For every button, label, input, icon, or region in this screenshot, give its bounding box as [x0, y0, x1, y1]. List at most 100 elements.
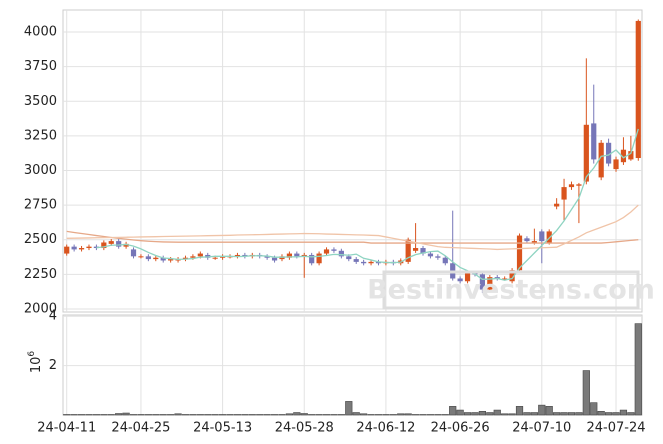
x-tick-label: 24-06-12 [356, 421, 415, 436]
volume-bar [604, 412, 613, 416]
candle-body [116, 241, 122, 247]
candle-body [271, 257, 278, 261]
candle-body [509, 270, 515, 282]
candle-body [620, 149, 627, 163]
volume-bar [575, 412, 583, 416]
volume-tick-label: 4 [49, 309, 57, 324]
candle-body [338, 250, 344, 257]
volume-bar [122, 412, 130, 416]
x-tick-label: 24-07-10 [512, 421, 571, 436]
moving-average-line [66, 204, 639, 251]
candle-body [160, 257, 166, 261]
candle-body [212, 257, 218, 259]
candle-body [583, 124, 589, 182]
candle-body [516, 235, 523, 271]
volume-bar [174, 413, 182, 416]
candle-body [145, 256, 151, 260]
candle-body [130, 249, 137, 257]
candle-body [182, 257, 189, 260]
candle-body [153, 257, 159, 260]
volume-bar [115, 413, 123, 416]
candle-body [168, 259, 174, 261]
x-tick-label: 24-04-25 [111, 421, 170, 436]
volume-bar [397, 413, 405, 416]
candle-body [138, 256, 144, 258]
candle-body [368, 261, 374, 264]
price-panel [62, 9, 643, 313]
candle-body [361, 261, 367, 264]
candle-body [375, 261, 382, 264]
watermark: Bestinvestens.com [367, 270, 655, 310]
volume-bar [360, 413, 368, 416]
moving-average-line [66, 230, 639, 244]
volume-bar [449, 406, 457, 416]
y-tick-label: 2250 [24, 267, 57, 282]
x-tick-label: 24-07-24 [587, 421, 646, 436]
candle-body [219, 256, 226, 258]
moving-average-line [96, 128, 639, 281]
volume-bar [545, 406, 553, 416]
candle-body [353, 259, 359, 262]
volume-bar [501, 413, 509, 416]
x-tick-label: 24-06-26 [431, 421, 490, 436]
volume-bar [352, 412, 360, 416]
volume-bar [345, 401, 353, 416]
volume-tick-label: 2 [49, 358, 57, 373]
candle-body [286, 253, 293, 258]
volume-panel [62, 314, 643, 416]
candle-body [86, 246, 92, 249]
volume-bar [597, 410, 605, 416]
y-tick-label: 2500 [24, 232, 57, 247]
y-tick-label: 3000 [24, 163, 57, 178]
candle-body [123, 243, 129, 247]
volume-bar [612, 412, 620, 416]
candle-body [309, 254, 315, 264]
candle-body [323, 249, 330, 254]
candle-body [420, 248, 426, 254]
candle-body [64, 246, 70, 254]
volume-bar [285, 413, 294, 416]
y-tick-label: 2000 [24, 301, 57, 316]
volume-bar [486, 412, 494, 416]
unit-base: 10 [29, 357, 44, 374]
volume-bar [471, 412, 479, 416]
candle-body [242, 254, 248, 257]
volume-bar [404, 413, 412, 416]
volume-bar [463, 412, 472, 416]
candle-body [479, 274, 486, 290]
candle-body [331, 249, 337, 251]
volume-bar [619, 409, 628, 416]
candle-body [524, 238, 530, 242]
y-tick-label: 3750 [24, 59, 57, 74]
volume-unit: 106 [27, 351, 44, 374]
volume-bar [538, 404, 546, 416]
volume-bar [493, 409, 501, 416]
candle-body [442, 257, 448, 264]
x-tick-label: 24-04-11 [37, 421, 96, 436]
volume-bar [293, 412, 301, 416]
candle-body [108, 241, 114, 244]
volume-bar [590, 402, 598, 416]
volume-bar [560, 412, 568, 416]
candle-body [294, 253, 300, 257]
x-tick-label: 24-05-13 [193, 421, 252, 436]
volume-bar [456, 409, 464, 416]
volume-bar [300, 413, 308, 416]
candle-body [591, 123, 597, 160]
candle-body [405, 239, 411, 262]
watermark-box [382, 270, 640, 310]
candle-body [101, 242, 107, 249]
y-tick-label: 4000 [24, 25, 57, 40]
volume-bar [478, 410, 487, 416]
candle-body [346, 256, 352, 260]
candle-body [613, 159, 619, 170]
volume-bar [530, 412, 538, 416]
candle-body [316, 253, 322, 264]
candle-body [561, 187, 567, 200]
candle-body [635, 20, 641, 159]
volume-bar [553, 412, 561, 416]
x-tick-label: 24-05-28 [275, 421, 334, 436]
volume-bar [627, 412, 635, 416]
